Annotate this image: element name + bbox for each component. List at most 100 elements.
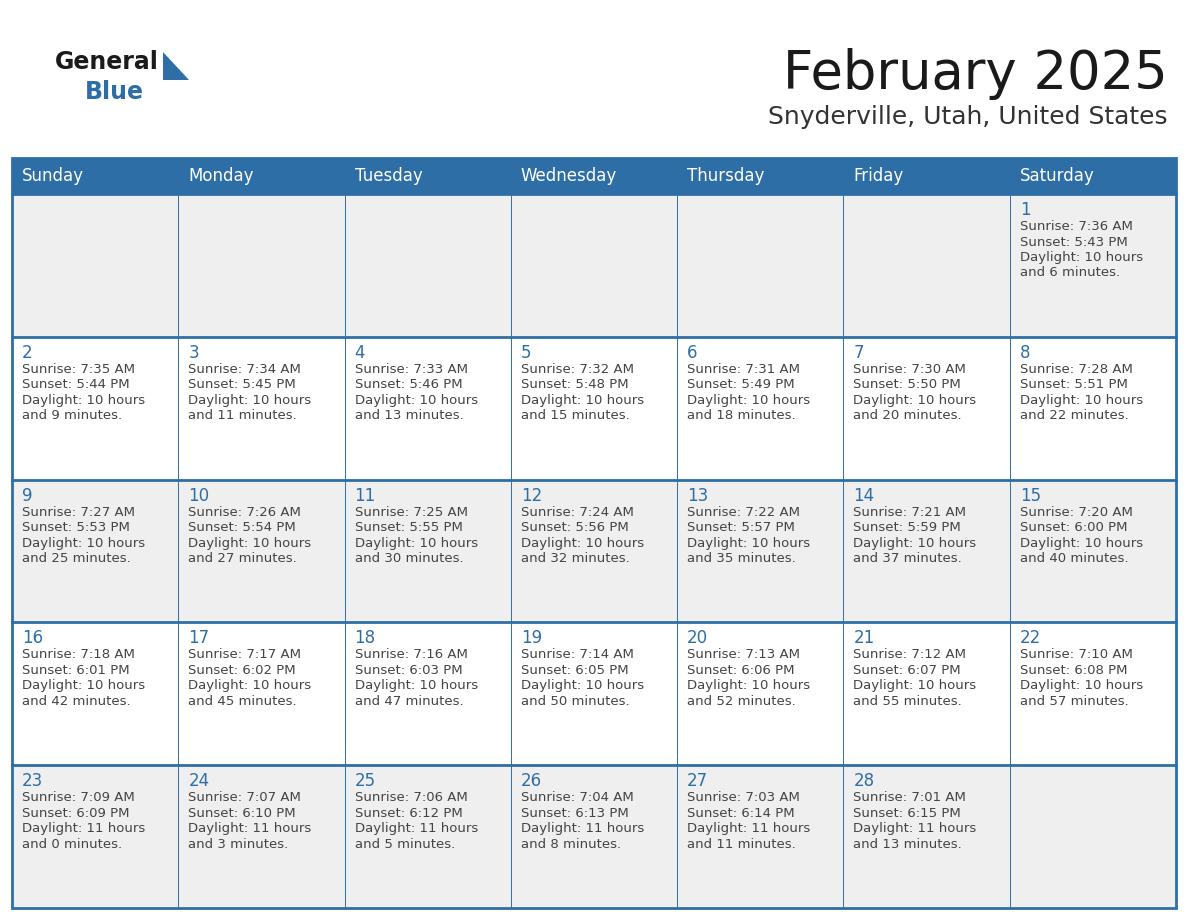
Text: General: General (55, 50, 159, 74)
Bar (1010, 479, 1176, 622)
Text: Daylight: 10 hours: Daylight: 10 hours (687, 394, 810, 407)
Text: and 15 minutes.: and 15 minutes. (520, 409, 630, 422)
Text: Sunset: 5:54 PM: Sunset: 5:54 PM (188, 521, 296, 534)
Bar (511, 194, 677, 337)
Text: Daylight: 11 hours: Daylight: 11 hours (188, 823, 311, 835)
Text: 15: 15 (1019, 487, 1041, 505)
Text: 2: 2 (23, 344, 32, 362)
Text: Sunset: 5:44 PM: Sunset: 5:44 PM (23, 378, 129, 391)
Bar (345, 622, 511, 766)
Bar (511, 622, 677, 766)
Text: and 13 minutes.: and 13 minutes. (853, 838, 962, 851)
Text: and 13 minutes.: and 13 minutes. (354, 409, 463, 422)
Text: Sunrise: 7:33 AM: Sunrise: 7:33 AM (354, 363, 468, 375)
Text: Sunset: 5:49 PM: Sunset: 5:49 PM (687, 378, 795, 391)
Bar (677, 158, 843, 194)
Text: Daylight: 10 hours: Daylight: 10 hours (687, 679, 810, 692)
Text: Sunrise: 7:30 AM: Sunrise: 7:30 AM (853, 363, 966, 375)
Text: 25: 25 (354, 772, 375, 790)
Bar (1010, 194, 1176, 337)
Text: Sunrise: 7:14 AM: Sunrise: 7:14 AM (520, 648, 633, 661)
Bar (345, 158, 511, 194)
Text: and 37 minutes.: and 37 minutes. (853, 552, 962, 565)
Text: Sunset: 6:13 PM: Sunset: 6:13 PM (520, 807, 628, 820)
Bar (12, 622, 178, 766)
Text: 24: 24 (188, 772, 209, 790)
Text: 3: 3 (188, 344, 198, 362)
Text: Daylight: 10 hours: Daylight: 10 hours (188, 394, 311, 407)
Text: Saturday: Saturday (1019, 167, 1094, 185)
Text: Sunset: 6:08 PM: Sunset: 6:08 PM (1019, 664, 1127, 677)
Text: Daylight: 10 hours: Daylight: 10 hours (354, 537, 478, 550)
Text: Sunrise: 7:31 AM: Sunrise: 7:31 AM (687, 363, 801, 375)
Bar (12, 337, 178, 479)
Text: and 20 minutes.: and 20 minutes. (853, 409, 962, 422)
Bar (511, 337, 677, 479)
Text: Sunset: 5:59 PM: Sunset: 5:59 PM (853, 521, 961, 534)
Bar (677, 766, 843, 908)
Text: Sunrise: 7:06 AM: Sunrise: 7:06 AM (354, 791, 467, 804)
Text: and 22 minutes.: and 22 minutes. (1019, 409, 1129, 422)
Text: Daylight: 10 hours: Daylight: 10 hours (853, 394, 977, 407)
Text: 18: 18 (354, 630, 375, 647)
Text: Sunset: 6:03 PM: Sunset: 6:03 PM (354, 664, 462, 677)
Bar (843, 479, 1010, 622)
Bar (178, 337, 345, 479)
Text: Wednesday: Wednesday (520, 167, 617, 185)
Bar (843, 622, 1010, 766)
Text: and 18 minutes.: and 18 minutes. (687, 409, 796, 422)
Text: Sunrise: 7:07 AM: Sunrise: 7:07 AM (188, 791, 302, 804)
Text: and 57 minutes.: and 57 minutes. (1019, 695, 1129, 708)
Text: Sunset: 5:56 PM: Sunset: 5:56 PM (520, 521, 628, 534)
Text: 8: 8 (1019, 344, 1030, 362)
Text: Sunrise: 7:27 AM: Sunrise: 7:27 AM (23, 506, 135, 519)
Text: Sunset: 5:50 PM: Sunset: 5:50 PM (853, 378, 961, 391)
Text: Daylight: 10 hours: Daylight: 10 hours (23, 394, 145, 407)
Text: and 9 minutes.: and 9 minutes. (23, 409, 122, 422)
Text: and 45 minutes.: and 45 minutes. (188, 695, 297, 708)
Bar (345, 337, 511, 479)
Text: and 8 minutes.: and 8 minutes. (520, 838, 621, 851)
Text: Sunrise: 7:09 AM: Sunrise: 7:09 AM (23, 791, 134, 804)
Text: and 42 minutes.: and 42 minutes. (23, 695, 131, 708)
Text: 13: 13 (687, 487, 708, 505)
Text: 16: 16 (23, 630, 43, 647)
Text: and 27 minutes.: and 27 minutes. (188, 552, 297, 565)
Text: Tuesday: Tuesday (354, 167, 422, 185)
Bar (345, 194, 511, 337)
Bar (677, 337, 843, 479)
Text: Sunrise: 7:12 AM: Sunrise: 7:12 AM (853, 648, 966, 661)
Polygon shape (163, 52, 189, 80)
Text: 23: 23 (23, 772, 43, 790)
Text: Friday: Friday (853, 167, 904, 185)
Text: Sunset: 6:10 PM: Sunset: 6:10 PM (188, 807, 296, 820)
Text: Daylight: 10 hours: Daylight: 10 hours (687, 537, 810, 550)
Text: Sunrise: 7:21 AM: Sunrise: 7:21 AM (853, 506, 966, 519)
Bar (12, 158, 1176, 908)
Text: Sunset: 5:46 PM: Sunset: 5:46 PM (354, 378, 462, 391)
Text: Sunset: 6:12 PM: Sunset: 6:12 PM (354, 807, 462, 820)
Text: Daylight: 10 hours: Daylight: 10 hours (853, 537, 977, 550)
Text: Sunset: 5:51 PM: Sunset: 5:51 PM (1019, 378, 1127, 391)
Text: and 5 minutes.: and 5 minutes. (354, 838, 455, 851)
Text: Daylight: 10 hours: Daylight: 10 hours (23, 537, 145, 550)
Text: 4: 4 (354, 344, 365, 362)
Text: Sunset: 5:43 PM: Sunset: 5:43 PM (1019, 236, 1127, 249)
Text: Sunrise: 7:04 AM: Sunrise: 7:04 AM (520, 791, 633, 804)
Bar (1010, 337, 1176, 479)
Text: Sunrise: 7:01 AM: Sunrise: 7:01 AM (853, 791, 966, 804)
Text: 9: 9 (23, 487, 32, 505)
Bar (511, 766, 677, 908)
Bar (511, 158, 677, 194)
Text: Thursday: Thursday (687, 167, 765, 185)
Text: Daylight: 10 hours: Daylight: 10 hours (354, 394, 478, 407)
Text: and 40 minutes.: and 40 minutes. (1019, 552, 1129, 565)
Bar (178, 766, 345, 908)
Text: Sunrise: 7:24 AM: Sunrise: 7:24 AM (520, 506, 633, 519)
Bar (345, 479, 511, 622)
Text: Sunrise: 7:16 AM: Sunrise: 7:16 AM (354, 648, 467, 661)
Text: 1: 1 (1019, 201, 1030, 219)
Text: 7: 7 (853, 344, 864, 362)
Text: Daylight: 10 hours: Daylight: 10 hours (188, 679, 311, 692)
Text: Daylight: 10 hours: Daylight: 10 hours (354, 679, 478, 692)
